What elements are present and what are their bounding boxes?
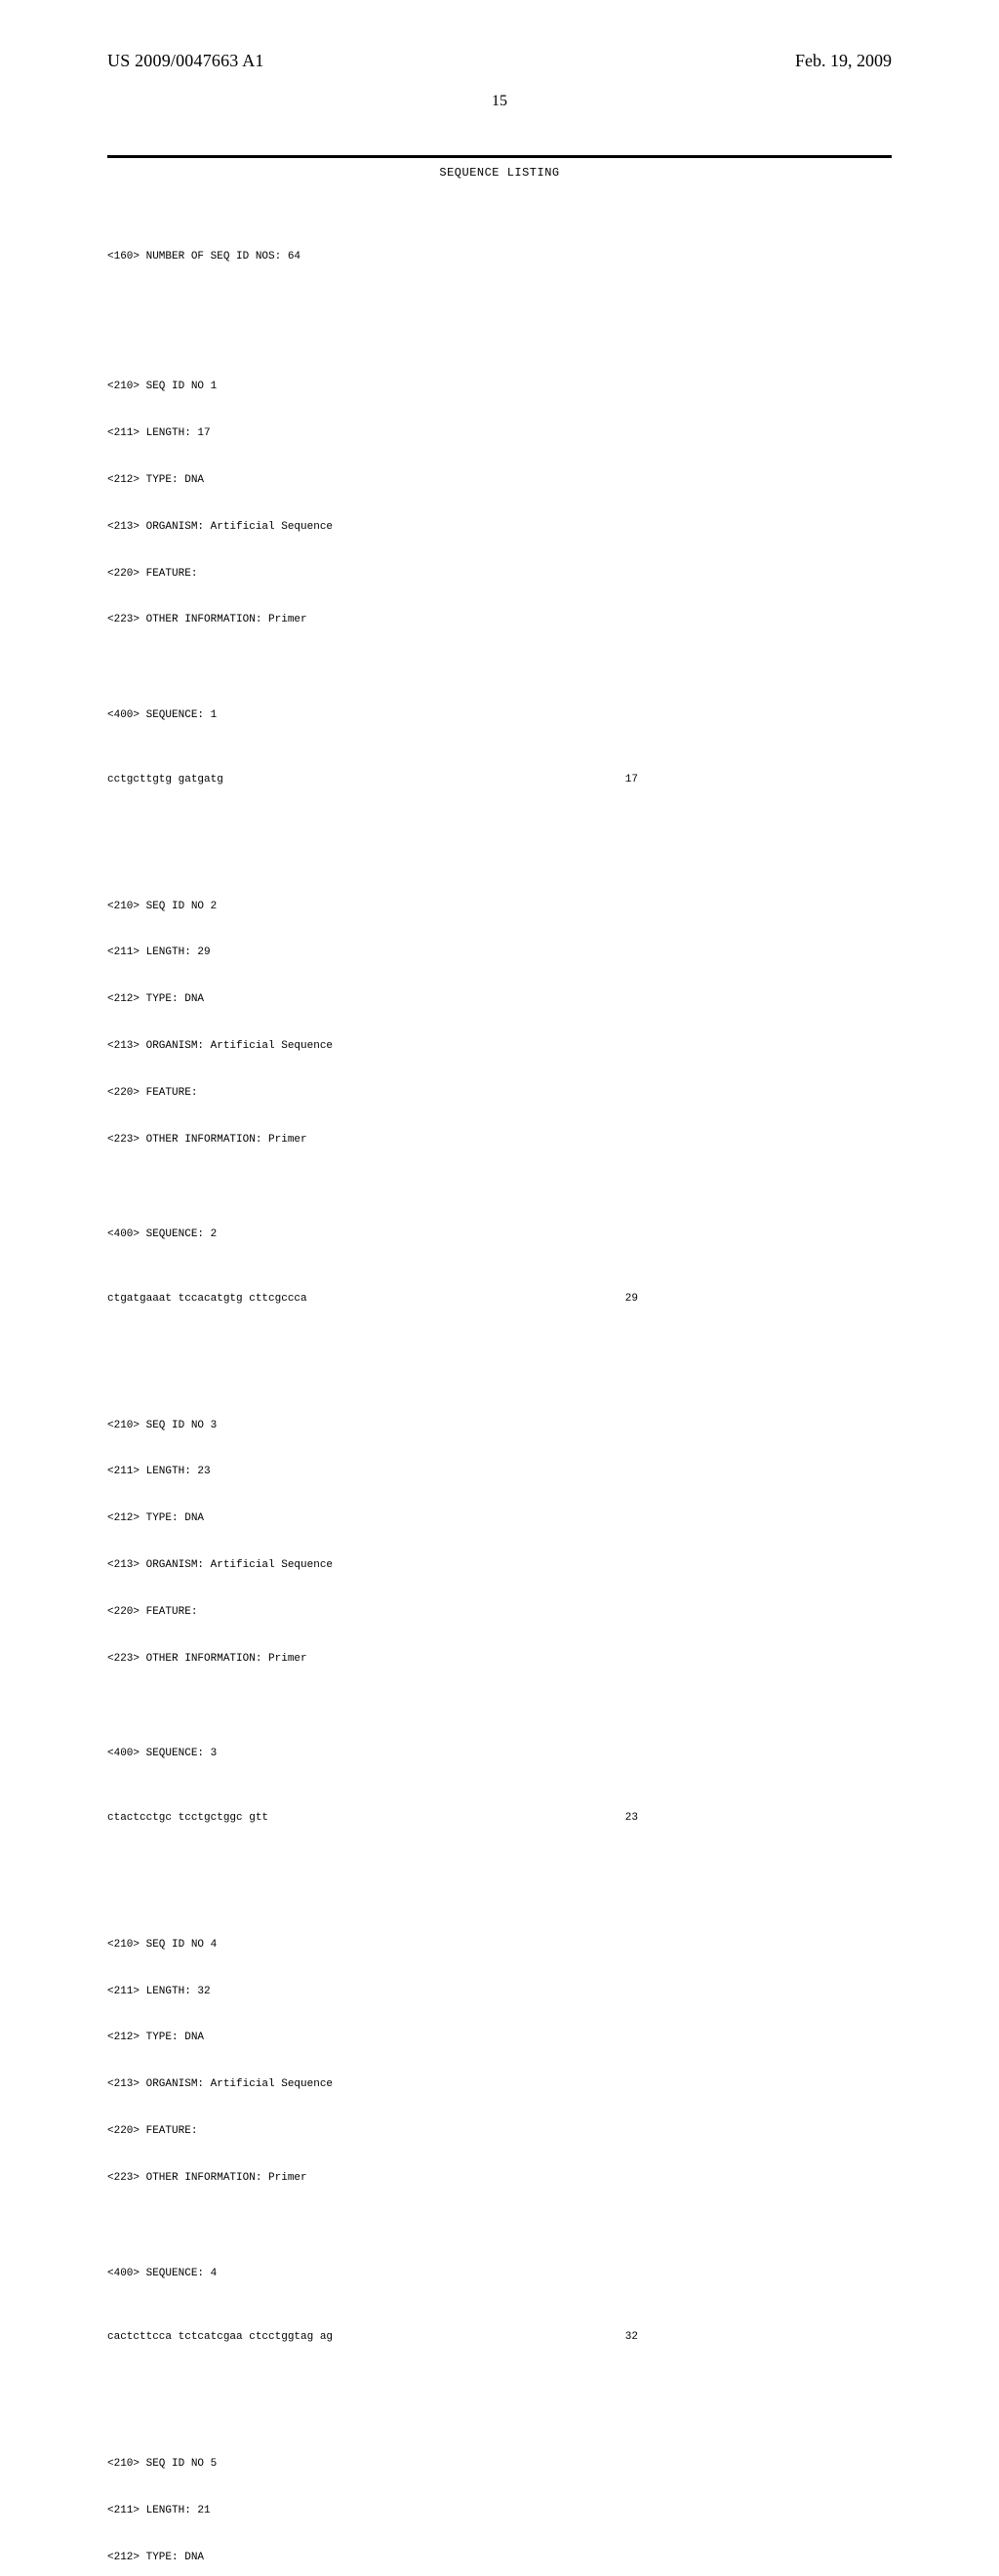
seq-meta-line: <212> TYPE: DNA [107, 473, 892, 489]
seq-sequence-row: ctactcctgc tcctgctggc gtt 23 [107, 1811, 892, 1827]
seq-entry: <210> SEQ ID NO 2 <211> LENGTH: 29 <212>… [107, 868, 892, 1180]
seq-meta-line: <220> FEATURE: [107, 1086, 892, 1102]
seq-entry: <210> SEQ ID NO 4 <211> LENGTH: 32 <212>… [107, 1907, 892, 2218]
seq-meta-line: <211> LENGTH: 21 [107, 2504, 892, 2519]
seq-meta-line: <211> LENGTH: 32 [107, 1985, 892, 2000]
sequence-listing-body: <160> NUMBER OF SEQ ID NOS: 64 <210> SEQ… [107, 203, 892, 2576]
seq-meta-line: <210> SEQ ID NO 4 [107, 1938, 892, 1953]
seq-meta-line: <211> LENGTH: 29 [107, 946, 892, 961]
seq-meta-line: <212> TYPE: DNA [107, 2551, 892, 2566]
seq-meta-line: <211> LENGTH: 17 [107, 426, 892, 442]
seq-count-line: <160> NUMBER OF SEQ ID NOS: 64 [107, 250, 892, 265]
page-container: US 2009/0047663 A1 Feb. 19, 2009 15 SEQU… [0, 0, 999, 1288]
seq-meta-line: <223> OTHER INFORMATION: Primer [107, 613, 892, 628]
seq-meta-line: <223> OTHER INFORMATION: Primer [107, 2171, 892, 2187]
seq-meta-line: <213> ORGANISM: Artificial Sequence [107, 2077, 892, 2093]
seq-length: 32 [625, 2330, 892, 2346]
seq-meta-line: <213> ORGANISM: Artificial Sequence [107, 520, 892, 536]
seq-meta-line: <220> FEATURE: [107, 2124, 892, 2140]
seq-sequence-row: cactcttcca tctcatcgaa ctcctggtag ag 32 [107, 2330, 892, 2346]
seq-sequence-row: cctgcttgtg gatgatg 17 [107, 773, 892, 788]
seq-length: 29 [625, 1292, 892, 1308]
seq-meta-line: <211> LENGTH: 23 [107, 1465, 892, 1480]
page-header: US 2009/0047663 A1 Feb. 19, 2009 [107, 51, 892, 71]
seq-meta-line: <210> SEQ ID NO 3 [107, 1419, 892, 1434]
seq-meta-line: <213> ORGANISM: Artificial Sequence [107, 1558, 892, 1574]
seq-meta-line: <223> OTHER INFORMATION: Primer [107, 1652, 892, 1668]
seq-sequence: ctgatgaaat tccacatgtg cttcgccca [107, 1292, 307, 1308]
sequence-listing-title: SEQUENCE LISTING [107, 166, 892, 180]
seq-meta-line: <212> TYPE: DNA [107, 2031, 892, 2046]
seq-length: 17 [625, 773, 892, 788]
seq-entry: <210> SEQ ID NO 5 <211> LENGTH: 21 <212>… [107, 2426, 892, 2576]
seq-label: <400> SEQUENCE: 2 [107, 1228, 892, 1243]
seq-meta-line: <220> FEATURE: [107, 567, 892, 583]
seq-length: 23 [625, 1811, 892, 1827]
seq-sequence: ctactcctgc tcctgctggc gtt [107, 1811, 268, 1827]
seq-meta-line: <212> TYPE: DNA [107, 1511, 892, 1527]
page-number: 15 [107, 93, 892, 110]
seq-meta-line: <213> ORGANISM: Artificial Sequence [107, 1039, 892, 1055]
seq-sequence-row: ctgatgaaat tccacatgtg cttcgccca 29 [107, 1292, 892, 1308]
seq-meta-line: <210> SEQ ID NO 1 [107, 380, 892, 395]
seq-entry: <210> SEQ ID NO 1 <211> LENGTH: 17 <212>… [107, 349, 892, 661]
seq-meta-line: <223> OTHER INFORMATION: Primer [107, 1133, 892, 1148]
seq-sequence: cctgcttgtg gatgatg [107, 773, 223, 788]
seq-meta-line: <212> TYPE: DNA [107, 992, 892, 1008]
publication-number: US 2009/0047663 A1 [107, 51, 264, 71]
seq-label: <400> SEQUENCE: 4 [107, 2267, 892, 2282]
horizontal-rule-top [107, 155, 892, 158]
seq-sequence: cactcttcca tctcatcgaa ctcctggtag ag [107, 2330, 333, 2346]
seq-meta-line: <220> FEATURE: [107, 1605, 892, 1621]
seq-label: <400> SEQUENCE: 1 [107, 708, 892, 724]
seq-entry: <210> SEQ ID NO 3 <211> LENGTH: 23 <212>… [107, 1388, 892, 1699]
seq-label: <400> SEQUENCE: 3 [107, 1747, 892, 1762]
seq-meta-line: <210> SEQ ID NO 2 [107, 900, 892, 915]
seq-meta-line: <210> SEQ ID NO 5 [107, 2457, 892, 2473]
publication-date: Feb. 19, 2009 [795, 51, 892, 71]
